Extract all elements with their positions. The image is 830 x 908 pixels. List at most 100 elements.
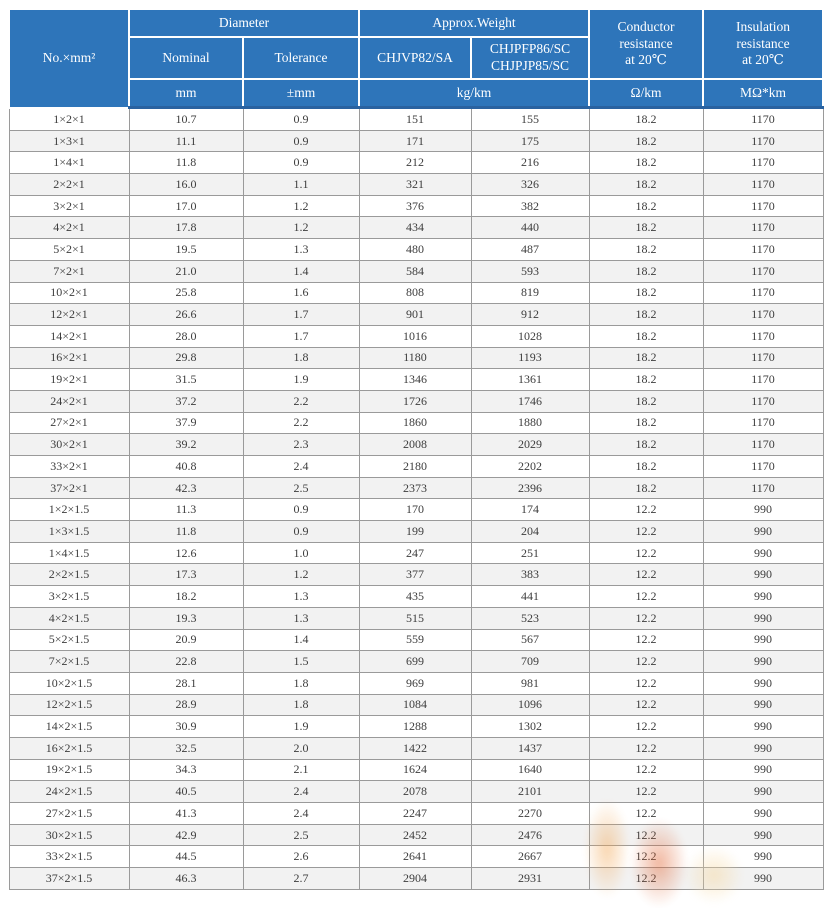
table-cell: 3×2×1.5 [8, 585, 130, 608]
table-cell: 170 [358, 498, 472, 522]
table-cell: 1×3×1.5 [8, 520, 130, 543]
table-row: 5×2×1 19.5 1.3 480 487 18.2 1170 [8, 238, 824, 261]
table-cell: 1437 [470, 736, 590, 760]
table-cell: 1170 [702, 455, 824, 478]
table-cell: 18.2 [588, 433, 704, 456]
header-tolerance: Tolerance [241, 36, 361, 80]
table-cell: 699 [358, 650, 472, 673]
table-cell: 1170 [702, 194, 824, 218]
table-cell: 1170 [702, 303, 824, 326]
table-row: 27×2×1 37.9 2.2 1860 1880 18.2 1170 [8, 411, 824, 435]
table-cell: 28.1 [128, 671, 244, 695]
table-cell: 383 [470, 563, 590, 587]
table-cell: 912 [470, 303, 590, 326]
table-cell: 434 [358, 216, 472, 240]
table-cell: 1170 [702, 151, 824, 175]
table-cell: 1084 [358, 693, 472, 717]
table-row: 1×3×1 11.1 0.9 171 175 18.2 1170 [8, 129, 824, 153]
table-cell: 2.2 [242, 411, 360, 435]
table-cell: 990 [702, 845, 824, 869]
table-cell: 1302 [470, 715, 590, 738]
table-row: 33×2×1 40.8 2.4 2180 2202 18.2 1170 [8, 455, 824, 478]
table-cell: 2.3 [242, 433, 360, 456]
table-cell: 990 [702, 585, 824, 608]
table-cell: 12.2 [588, 867, 704, 890]
table-cell: 10×2×1 [8, 281, 130, 305]
table-body: 1×2×1 10.7 0.9 151 155 18.2 1170 1×3×1 11.1 0.9 17… [8, 107, 824, 890]
table-cell: 2180 [358, 455, 472, 478]
table-cell: 28.9 [128, 693, 244, 717]
table-cell: 12.2 [588, 802, 704, 825]
table-cell: 1.8 [242, 346, 360, 370]
table-cell: 46.3 [128, 867, 244, 890]
table-cell: 12.2 [588, 845, 704, 869]
table-cell: 326 [470, 173, 590, 196]
table-cell: 19.3 [128, 606, 244, 630]
table-cell: 1.9 [242, 715, 360, 738]
table-cell: 990 [702, 628, 824, 652]
table-cell: 2931 [470, 867, 590, 890]
table-cell: 7×2×1.5 [8, 650, 130, 673]
table-cell: 18.2 [588, 281, 704, 305]
table-cell: 990 [702, 650, 824, 673]
table-cell: 40.5 [128, 780, 244, 803]
table-cell: 990 [702, 541, 824, 565]
table-cell: 1.5 [242, 650, 360, 673]
table-cell: 18.2 [588, 216, 704, 240]
table-cell: 5×2×1.5 [8, 628, 130, 652]
table-cell: 171 [358, 129, 472, 153]
table-cell: 0.9 [242, 151, 360, 175]
table-cell: 515 [358, 606, 472, 630]
table-cell: 18.2 [588, 346, 704, 370]
table-cell: 1×4×1 [8, 151, 130, 175]
table-cell: 18.2 [588, 259, 704, 283]
table-cell: 2.4 [242, 780, 360, 803]
header-nominal: Nominal [128, 36, 244, 80]
table-cell: 18.2 [588, 303, 704, 326]
table-cell: 1170 [702, 281, 824, 305]
table-cell: 17.0 [128, 194, 244, 218]
table-cell: 4×2×1 [8, 216, 130, 240]
table-row: 14×2×1 28.0 1.7 1016 1028 18.2 1170 [8, 324, 824, 348]
unit-weight-kg-km: kg/km [358, 78, 591, 109]
table-cell: 212 [358, 151, 472, 175]
table-row: 1×3×1.5 11.8 0.9 199 204 12.2 990 [8, 520, 824, 543]
table-row: 27×2×1.5 41.3 2.4 2247 2270 12.2 990 [8, 802, 824, 825]
table-cell: 1.4 [242, 259, 360, 283]
table-cell: 1096 [470, 693, 590, 717]
table-cell: 1346 [358, 368, 472, 391]
table-cell: 2667 [470, 845, 590, 869]
table-cell: 1361 [470, 368, 590, 391]
table-cell: 1170 [702, 324, 824, 348]
table-cell: 12.2 [588, 823, 704, 847]
table-cell: 32.5 [128, 736, 244, 760]
table-cell: 1.6 [242, 281, 360, 305]
table-cell: 1.2 [242, 216, 360, 240]
table-cell: 12.2 [588, 606, 704, 630]
table-cell: 42.3 [128, 476, 244, 500]
table-cell: 12.2 [588, 520, 704, 543]
table-cell: 1.8 [242, 671, 360, 695]
table-cell: 12.2 [588, 563, 704, 587]
table-cell: 1193 [470, 346, 590, 370]
table-cell: 435 [358, 585, 472, 608]
table-cell: 14×2×1.5 [8, 715, 130, 738]
table-cell: 12.2 [588, 671, 704, 695]
table-row: 14×2×1.5 30.9 1.9 1288 1302 12.2 990 [8, 715, 824, 738]
table-cell: 21.0 [128, 259, 244, 283]
table-cell: 2.4 [242, 455, 360, 478]
table-cell: 30×2×1 [8, 433, 130, 456]
table-cell: 18.2 [588, 194, 704, 218]
table-row: 30×2×1 39.2 2.3 2008 2029 18.2 1170 [8, 433, 824, 456]
table-cell: 1170 [702, 173, 824, 196]
table-cell: 40.8 [128, 455, 244, 478]
table-cell: 18.2 [588, 389, 704, 413]
table-row: 24×2×1 37.2 2.2 1726 1746 18.2 1170 [8, 389, 824, 413]
table-cell: 2×2×1.5 [8, 563, 130, 587]
table-cell: 584 [358, 259, 472, 283]
table-cell: 440 [470, 216, 590, 240]
table-cell: 1880 [470, 411, 590, 435]
table-cell: 2270 [470, 802, 590, 825]
table-cell: 2.4 [242, 802, 360, 825]
table-cell: 1.9 [242, 368, 360, 391]
